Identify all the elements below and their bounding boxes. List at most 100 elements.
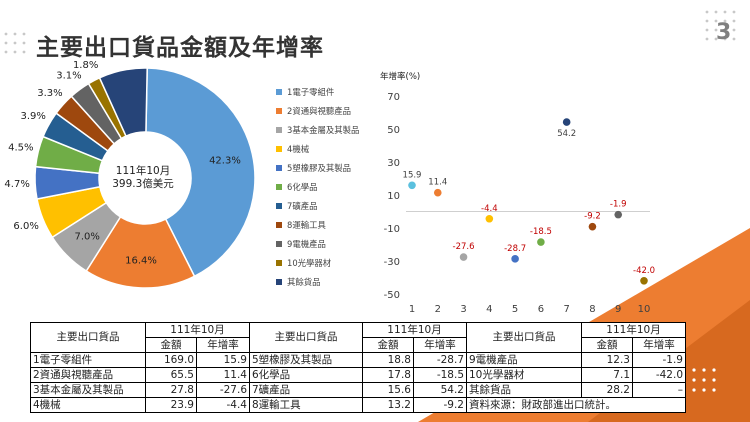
table-header-growth: 年增率 [196,337,250,353]
y-tick-label: 70 [387,92,400,103]
decor-dot [22,50,26,54]
legend-label: 9電機產品 [287,238,326,249]
table-header-growth: 年增率 [413,337,467,353]
scatter-point [537,238,545,246]
decor-dot [723,19,727,23]
legend-label: 4機械 [287,143,310,154]
y-tick-label: 10 [387,191,400,202]
legend-item: 2資通與視聽產品 [276,101,359,120]
decor-dot [705,19,709,23]
legend-label: 8運輸工具 [287,219,326,230]
scatter-point-label: 15.9 [403,170,422,180]
legend-item: 6化學品 [276,177,359,196]
table-cell-growth: -9.2 [413,397,467,413]
legend-item: 其餘貨品 [276,272,359,291]
decor-dot [22,32,26,36]
table-header-period: 111年10月 [581,322,686,338]
decor-dot [723,28,727,32]
legend-swatch [276,221,282,228]
dot-grid-top-right [705,10,736,41]
decor-dot [702,368,706,372]
legend-swatch [276,240,282,247]
donut-legend: 1電子零組件 2資通與視聽產品 3基本金屬及其製品 4機械 5塑橡膠及其製品 6化學品 7礦… [276,82,359,291]
table-cell-item: 8運輸工具 [249,397,363,413]
donut-slice-label: 3.9% [20,111,45,122]
decor-dot [4,32,8,36]
page-number: 3 [716,20,732,45]
decor-dot [714,19,718,23]
scatter-point-label: -4.4 [481,204,498,214]
donut-slice [98,67,148,138]
donut-slice-label: 6.0% [13,221,38,232]
decor-dot [705,10,709,14]
table-row: 1電子零組件 169.0 15.9 5塑橡膠及其製品 18.8 -28.7 9電… [30,352,686,368]
scatter-point-label: -9.2 [584,212,601,222]
table-header-item: 主要出口貨品 [30,322,146,353]
table-cell-amount: 27.8 [145,382,197,398]
decor-dot [714,28,718,32]
legend-swatch [276,145,282,152]
table-row: 2資通與視聽產品 65.5 11.4 6化學品 17.8 -18.5 10光學器… [30,367,686,383]
decor-dot [723,10,727,14]
y-tick-label: -50 [384,290,400,301]
decor-dot [22,41,26,45]
legend-label: 6化學品 [287,181,318,192]
table-cell-growth: -4.4 [196,397,250,413]
scatter-point [562,118,571,126]
legend-item: 10光學器材 [276,253,359,272]
table-header-amount: 金額 [145,337,197,353]
legend-swatch [276,278,282,285]
legend-label: 10光學器材 [287,257,332,268]
decor-dot [705,28,709,32]
export-table: 主要出口貨品 111年10月 主要出口貨品 111年10月 主要出口貨品 111… [30,322,686,413]
dot-grid-top-left [4,32,26,54]
decor-dot [732,37,736,41]
table-cell-item: 4機械 [30,397,146,413]
scatter-point-label: -18.5 [530,227,552,237]
legend-swatch [276,202,282,209]
donut-center-label: 111年10月 [116,164,170,177]
table-cell-amount: 18.8 [362,352,414,368]
decor-dot [712,378,716,382]
table-cell-amount: 7.1 [581,367,633,383]
scatter-point [640,277,648,285]
decor-dot [692,388,696,392]
legend-swatch [276,183,282,190]
scatter-point [588,222,597,231]
legend-label: 5塑橡膠及其製品 [287,162,351,173]
legend-label: 1電子零組件 [287,86,335,97]
page-title: 主要出口貨品金額及年增率 [36,35,324,61]
legend-swatch [276,88,282,95]
table-row: 3基本金屬及其製品 27.8 -27.6 7礦產品 15.6 54.2 其餘貨品… [30,382,686,398]
decor-dot [705,37,709,41]
decor-dot [714,37,718,41]
legend-label: 其餘貨品 [287,276,321,287]
x-tick-label: 7 [563,304,569,315]
scatter-point-label: 11.4 [428,178,447,188]
donut-slice-label: 1.8% [73,60,98,71]
decor-dot [723,37,727,41]
donut-slice-label: 16.4% [125,255,157,266]
legend-item: 5塑橡膠及其製品 [276,158,359,177]
table-cell-growth: -18.5 [413,367,467,383]
table-cell-amount: 23.9 [145,397,197,413]
donut-center-label: 399.3億美元 [112,177,174,190]
scatter-point [459,253,468,261]
table-cell-growth: -28.7 [413,352,467,368]
table-cell-amount: 13.2 [362,397,414,413]
table-cell-growth: -42.0 [632,367,686,383]
legend-item: 1電子零組件 [276,82,359,101]
donut-slice-label: 4.5% [8,143,33,154]
table-cell-item: 10光學器材 [466,367,582,383]
table-cell-amount: 169.0 [145,352,197,368]
legend-label: 7礦產品 [287,200,318,211]
table-header-item: 主要出口貨品 [249,322,363,353]
donut-slice [145,67,256,278]
donut-slice-label: 42.3% [209,155,241,166]
decor-dot [702,378,706,382]
legend-item: 4機械 [276,139,359,158]
table-cell-item: 其餘貨品 [466,382,582,398]
table-header-amount: 金額 [581,337,633,353]
x-tick-label: 6 [538,304,544,315]
table-cell-item: 9電機產品 [466,352,582,368]
